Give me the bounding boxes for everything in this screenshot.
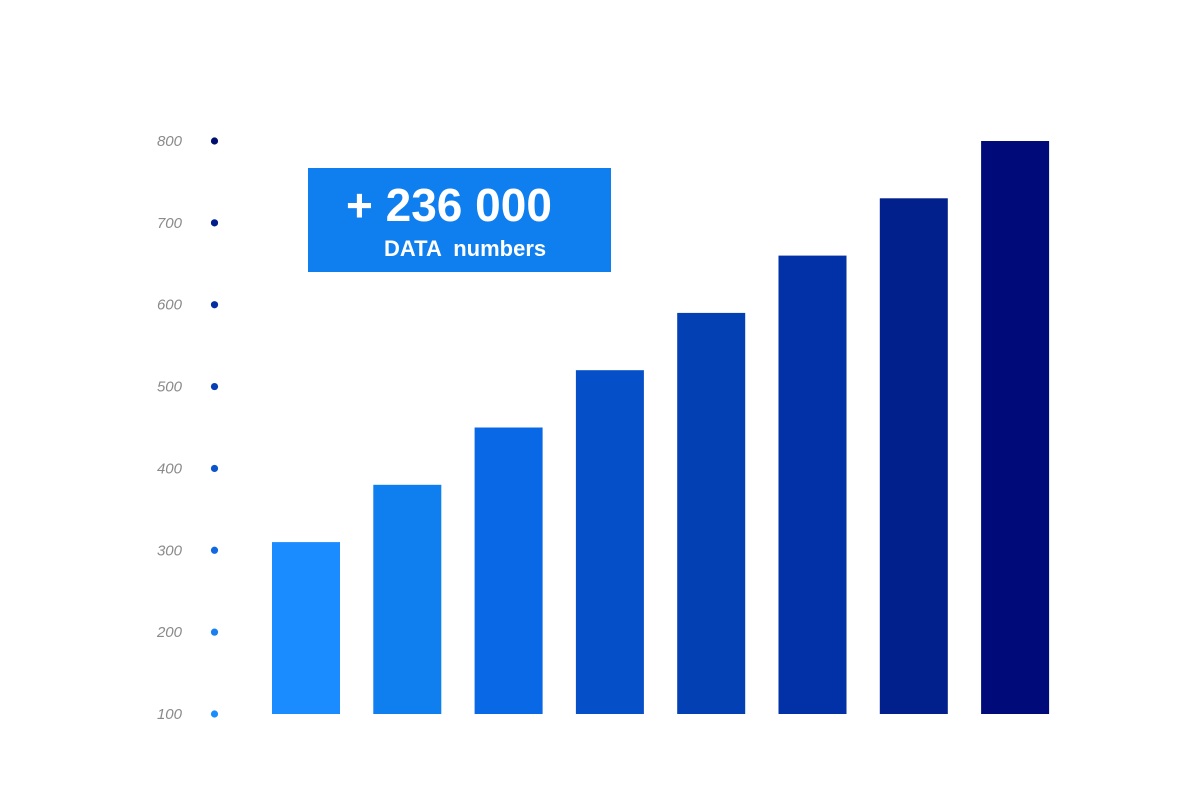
bar	[981, 141, 1050, 714]
bar	[373, 484, 442, 714]
y-tick-dot	[210, 301, 219, 309]
y-tick-dot	[210, 628, 219, 636]
y-tick-label: 700	[157, 215, 183, 232]
y-tick-dot	[210, 464, 219, 473]
bar-series	[272, 141, 1050, 715]
y-tick-label: 800	[157, 133, 183, 150]
bar	[778, 255, 847, 714]
y-tick-dot	[210, 546, 219, 554]
highlight-callout: + 236 000 DATA numbers	[308, 168, 611, 272]
bar	[272, 542, 340, 714]
y-tick-label: 100	[157, 706, 183, 723]
bar	[474, 427, 543, 714]
bar	[677, 312, 746, 714]
bar	[879, 198, 948, 715]
y-tick-dot	[210, 219, 219, 227]
y-tick-label: 400	[157, 460, 183, 477]
y-tick-dot	[210, 137, 219, 145]
y-tick-label: 500	[157, 379, 183, 396]
y-tick-label: 600	[157, 297, 183, 314]
callout-caption: DATA numbers	[384, 236, 547, 261]
y-tick-label: 200	[156, 624, 183, 641]
callout-value: + 236 000	[346, 179, 552, 231]
y-axis: 100 200 300 400 500 600 700 800	[156, 133, 219, 723]
y-tick-dot	[210, 710, 219, 718]
y-tick-dot	[210, 382, 219, 391]
y-tick-label: 300	[157, 542, 183, 559]
bar	[575, 370, 644, 714]
